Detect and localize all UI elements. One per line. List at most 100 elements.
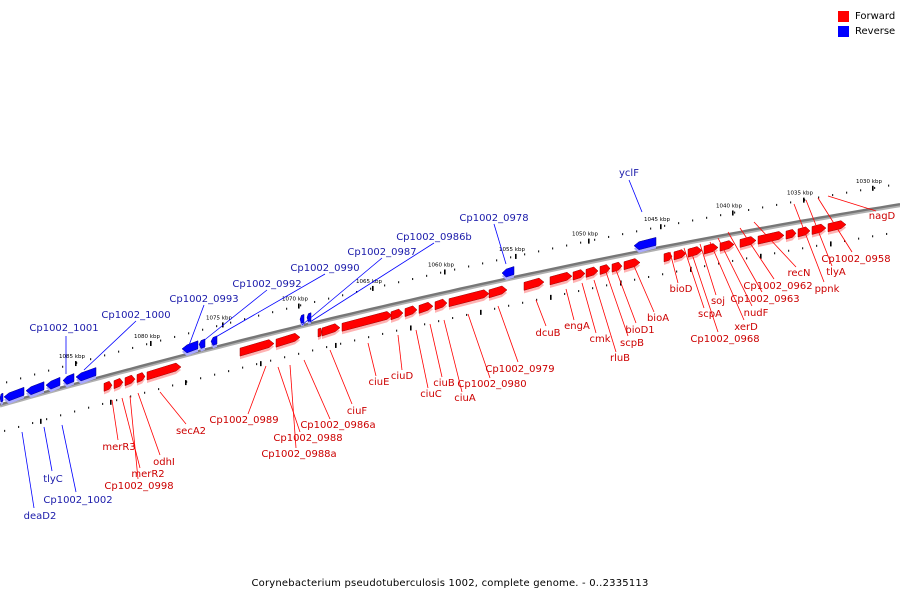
reverse-gene (3, 386, 25, 402)
ruler-dot (452, 317, 454, 320)
ruler-dot (454, 268, 456, 271)
gene-label: recN (787, 268, 810, 279)
ruler-dot (536, 298, 538, 301)
ruler-label: 1050 kbp (572, 232, 598, 238)
gene-label: Cp1002_1002 (43, 495, 112, 506)
gene-label: Cp1002_0998 (104, 481, 173, 492)
ruler-tick (110, 399, 112, 405)
ruler-dot (158, 388, 160, 391)
ruler-dot (844, 240, 846, 243)
ruler-dot (384, 284, 386, 287)
ruler-dot (230, 321, 232, 324)
gene-leader-line (429, 323, 443, 378)
forward-gene (663, 252, 673, 263)
ruler-dot (886, 232, 888, 235)
gene-leader-line (301, 257, 383, 326)
ruler-dot (412, 278, 414, 281)
gene-leader-line (497, 305, 519, 363)
ruler-dot (790, 201, 792, 204)
gene-leader-line (415, 329, 429, 389)
reverse-gene (306, 312, 312, 322)
gene-label: rluB (610, 353, 630, 364)
forward-gene (418, 301, 434, 314)
ruler-tick (732, 210, 734, 216)
gene-label: bioA (647, 313, 669, 324)
ruler-dot (4, 429, 6, 432)
ruler-dot (298, 352, 300, 355)
gene-label: bioD (670, 284, 693, 295)
gene-label: Cp1002_0987 (347, 247, 416, 258)
gene-leader-line (247, 365, 267, 415)
reverse-gene (75, 367, 97, 382)
reverse-gene (62, 373, 75, 385)
ruler-dot (172, 384, 174, 387)
ruler-dot (732, 259, 734, 262)
gene-leader-line (633, 265, 655, 313)
gene-label: Cp1002_0986b (396, 232, 472, 243)
gene-leader-line (159, 391, 187, 425)
ruler-dot (494, 307, 496, 310)
gene-label: odhI (153, 457, 175, 468)
gene-leader-line (628, 179, 643, 213)
ruler-dot (286, 307, 288, 310)
gene-label: nagD (869, 211, 896, 222)
ruler-tick (444, 269, 446, 275)
gene-label: Cp1002_0979 (485, 364, 554, 375)
ruler-dot (258, 314, 260, 317)
gene-label: ciuD (391, 371, 414, 382)
ruler-dot (314, 300, 316, 303)
forward-gene (757, 231, 785, 245)
forward-gene (124, 374, 136, 387)
ruler-tick (185, 380, 187, 386)
ruler-dot (18, 425, 20, 428)
ruler-dot (564, 292, 566, 295)
ruler-dot (216, 325, 218, 328)
ruler-dot (130, 395, 132, 398)
forward-gene (113, 378, 124, 390)
forward-gene (827, 220, 847, 233)
forward-gene (673, 249, 687, 261)
ruler-dot (788, 249, 790, 252)
ruler-dot (566, 244, 568, 247)
strand-legend: Forward Reverse (838, 9, 895, 39)
gene-label: Cp1002_0988a (261, 449, 336, 460)
forward-gene (390, 308, 404, 321)
ruler-dot (872, 235, 874, 238)
gene-label: Cp1002_0958 (821, 254, 890, 265)
ruler-dot (774, 252, 776, 255)
gene-leader-line (467, 313, 491, 379)
ruler-dot (214, 373, 216, 376)
ruler-dot (762, 206, 764, 209)
legend-reverse: Reverse (838, 24, 895, 39)
ruler-dot (578, 290, 580, 293)
gene-leader-line (137, 392, 161, 456)
gene-leader-line (83, 320, 137, 371)
ruler-dot (368, 336, 370, 339)
gene-label: Cp1002_0978 (459, 213, 528, 224)
ruler-dot (102, 402, 104, 405)
gene-label: merR2 (131, 469, 164, 480)
forward-gene (572, 269, 586, 281)
ruler-tick (40, 418, 42, 424)
forward-gene (623, 258, 641, 271)
reverse-gene (501, 266, 515, 278)
forward-gene (239, 339, 275, 357)
gene-label: deaD2 (24, 511, 57, 522)
ruler-label: 1080 kbp (134, 334, 160, 340)
forward-gene (599, 264, 611, 275)
gene-label: tlyC (43, 474, 63, 485)
ruler-dot (706, 216, 708, 219)
ruler-dot (256, 363, 258, 366)
ruler-dot (202, 328, 204, 331)
ruler-dot (398, 281, 400, 284)
ruler-dot (664, 224, 666, 227)
ruler-dot (634, 278, 636, 281)
ruler-dot (424, 323, 426, 326)
gene-leader-line (535, 299, 547, 327)
gene-leader-line (727, 231, 763, 293)
ruler-tick (372, 285, 374, 291)
ruler-tick (872, 185, 874, 191)
genome-caption: Corynebacterium pseudotuberculosis 1002,… (251, 578, 649, 589)
gene-label: ciuC (420, 389, 442, 400)
